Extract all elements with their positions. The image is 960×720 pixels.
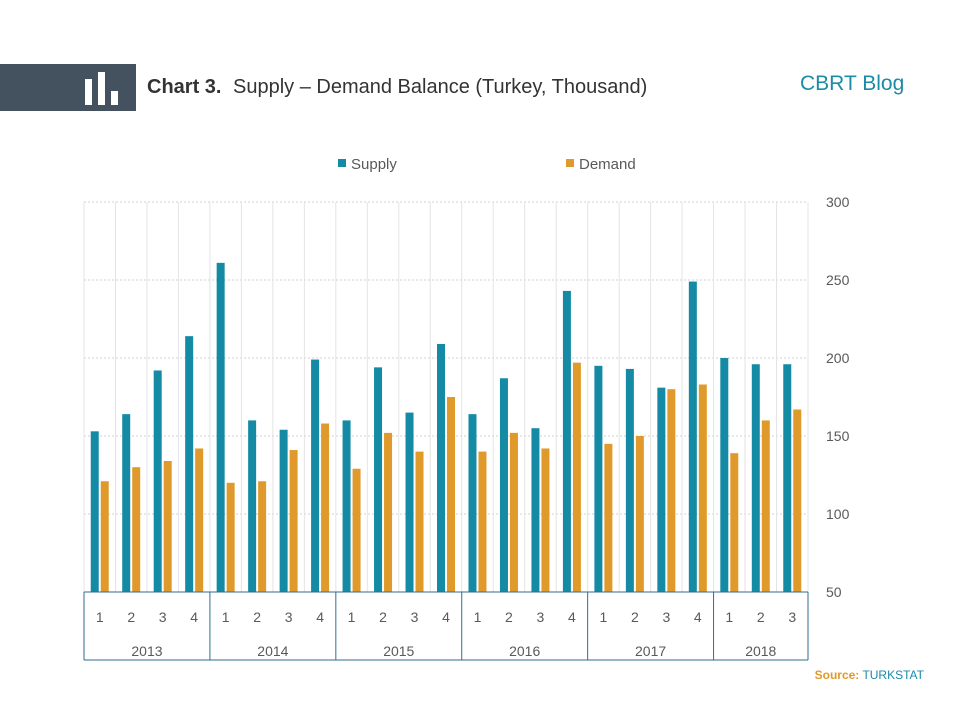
title-band — [0, 64, 136, 111]
y-tick-label: 50 — [826, 584, 842, 600]
supply-bar — [153, 370, 162, 592]
source-value: TURKSTAT — [862, 668, 924, 682]
supply-bar — [342, 420, 351, 592]
supply-bar — [374, 367, 383, 592]
supply-bar — [625, 368, 634, 592]
demand-bar — [226, 482, 235, 592]
supply-bar — [531, 428, 540, 592]
demand-bar — [258, 481, 267, 592]
demand-bar — [667, 389, 676, 592]
bar-chart-icon — [85, 72, 118, 105]
demand-bar — [478, 451, 487, 592]
x-tick-label: 1 — [348, 609, 356, 625]
x-tick-label: 1 — [599, 609, 607, 625]
source-note: Source: TURKSTAT — [815, 668, 924, 682]
demand-bar — [289, 450, 298, 592]
brand-logo-text: CBRT Blog — [800, 72, 905, 95]
y-tick-label: 150 — [826, 428, 850, 444]
x-tick-label: 2 — [757, 609, 765, 625]
demand-bar — [761, 420, 770, 592]
supply-bar — [90, 431, 99, 592]
x-tick-label: 4 — [442, 609, 450, 625]
legend-swatch-supply — [338, 159, 346, 167]
legend-label-supply: Supply — [351, 156, 397, 173]
demand-bar — [163, 460, 172, 592]
supply-bar — [279, 429, 288, 592]
y-tick-label: 300 — [826, 194, 850, 210]
year-group-label: 2014 — [257, 643, 288, 659]
supply-bar — [657, 387, 666, 592]
demand-bar — [100, 481, 109, 592]
supply-bar — [405, 412, 414, 592]
x-tick-label: 4 — [316, 609, 324, 625]
demand-bar — [635, 436, 644, 592]
supply-bar — [594, 365, 603, 592]
x-tick-label: 2 — [631, 609, 639, 625]
x-tick-label: 1 — [96, 609, 104, 625]
x-tick-label: 1 — [474, 609, 482, 625]
x-tick-label: 3 — [285, 609, 293, 625]
year-group-label: 2013 — [131, 643, 162, 659]
supply-bar — [437, 343, 445, 592]
supply-bar — [783, 364, 792, 592]
x-tick-label: 3 — [662, 609, 670, 625]
supply-bar — [499, 378, 508, 592]
demand-bar — [447, 397, 455, 592]
x-tick-label: 4 — [190, 609, 198, 625]
chart-number: Chart 3. — [147, 76, 222, 98]
x-tick-label: 1 — [725, 609, 733, 625]
source-label: Source: — [814, 668, 860, 682]
demand-bar — [509, 432, 518, 592]
demand-bar — [730, 453, 739, 592]
year-group-label: 2017 — [635, 643, 666, 659]
demand-bar — [384, 432, 393, 592]
demand-bar — [415, 451, 424, 592]
demand-bar — [698, 384, 707, 592]
supply-bar — [216, 262, 225, 592]
y-tick-label: 200 — [826, 350, 850, 366]
supply-bar — [720, 358, 729, 592]
demand-bar — [195, 448, 204, 592]
x-tick-label: 2 — [127, 609, 135, 625]
x-tick-label: 1 — [222, 609, 230, 625]
demand-bar — [793, 409, 802, 592]
supply-bar — [122, 414, 131, 592]
x-tick-label: 3 — [159, 609, 167, 625]
demand-bar — [352, 468, 361, 592]
supply-bar — [185, 336, 194, 592]
supply-bar — [468, 414, 477, 592]
supply-bar — [751, 364, 760, 592]
year-group-label: 2016 — [509, 643, 540, 659]
x-tick-label: 2 — [379, 609, 387, 625]
x-tick-label: 3 — [788, 609, 796, 625]
x-tick-label: 3 — [411, 609, 419, 625]
x-tick-label: 4 — [568, 609, 576, 625]
chart-title: Supply – Demand Balance (Turkey, Thousan… — [233, 76, 648, 98]
legend-label-demand: Demand — [579, 156, 636, 173]
demand-bar — [321, 423, 330, 592]
y-tick-label: 250 — [826, 272, 850, 288]
x-tick-label: 2 — [253, 609, 261, 625]
demand-bar — [604, 443, 613, 592]
year-group-label: 2015 — [383, 643, 414, 659]
supply-bar — [688, 281, 697, 592]
x-tick-label: 2 — [505, 609, 513, 625]
demand-bar — [132, 467, 141, 592]
x-tick-label: 3 — [537, 609, 545, 625]
demand-bar — [572, 362, 581, 592]
legend-swatch-demand — [566, 159, 574, 167]
supply-bar — [248, 420, 257, 592]
y-tick-label: 100 — [826, 506, 850, 522]
year-group-label: 2018 — [745, 643, 776, 659]
supply-bar — [311, 359, 320, 592]
demand-bar — [541, 448, 550, 592]
x-tick-label: 4 — [694, 609, 702, 625]
supply-bar — [562, 290, 571, 592]
